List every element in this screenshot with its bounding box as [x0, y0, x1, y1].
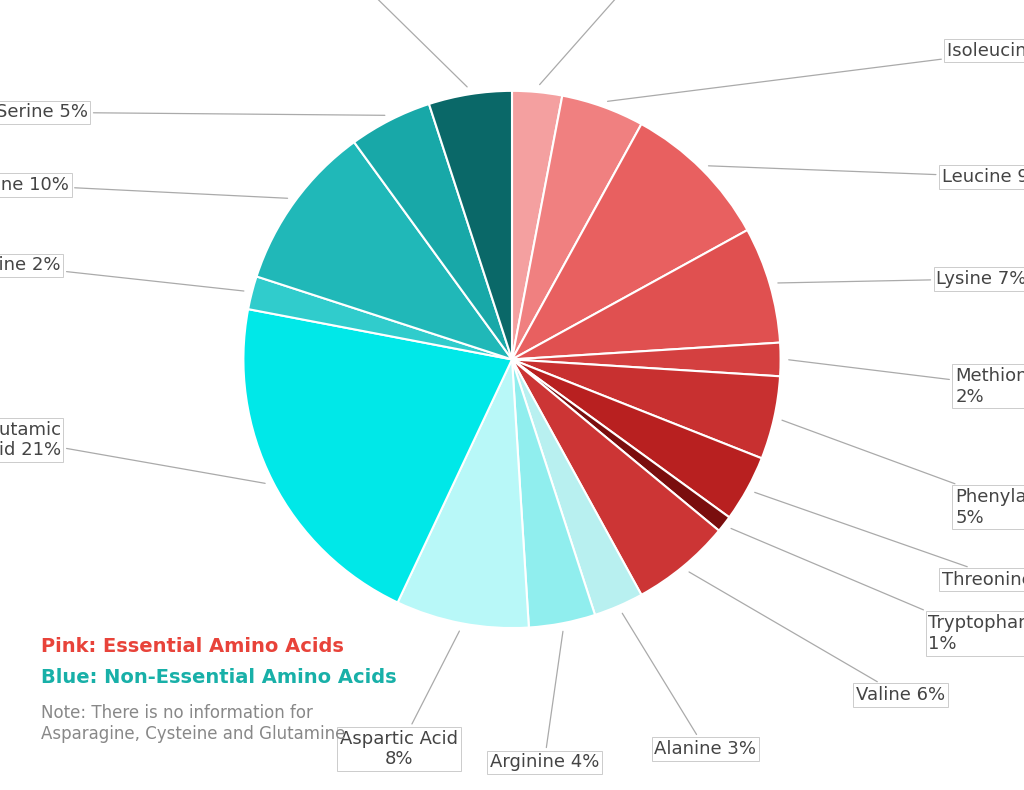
Wedge shape	[429, 91, 512, 359]
Wedge shape	[512, 359, 762, 517]
Wedge shape	[512, 359, 719, 595]
Text: Histidine 3 %: Histidine 3 %	[540, 0, 700, 85]
Wedge shape	[512, 359, 780, 458]
Text: Blue: Non-Essential Amino Acids: Blue: Non-Essential Amino Acids	[41, 668, 396, 687]
Wedge shape	[354, 104, 512, 359]
Text: Proline 10%: Proline 10%	[0, 176, 288, 198]
Wedge shape	[244, 309, 512, 603]
Text: Valine 6%: Valine 6%	[689, 572, 945, 704]
Text: Methionine
2%: Methionine 2%	[788, 359, 1024, 406]
Text: Note: There is no information for
Asparagine, Cysteine and Glutamine: Note: There is no information for Aspara…	[41, 704, 345, 743]
Wedge shape	[257, 142, 512, 359]
Wedge shape	[512, 343, 780, 376]
Wedge shape	[512, 359, 641, 615]
Text: Phenylalanine
5%: Phenylalanine 5%	[782, 420, 1024, 527]
Text: Glutamic
Acid 21%: Glutamic Acid 21%	[0, 420, 265, 483]
Wedge shape	[512, 359, 729, 531]
Wedge shape	[512, 230, 780, 359]
Text: Glycine 2%: Glycine 2%	[0, 257, 244, 291]
Text: Leucine 9%: Leucine 9%	[709, 166, 1024, 186]
Text: Aspartic Acid
8%: Aspartic Acid 8%	[340, 631, 460, 769]
Wedge shape	[512, 359, 595, 627]
Text: Tryptophan
1%: Tryptophan 1%	[731, 529, 1024, 653]
Text: Alanine 3%: Alanine 3%	[623, 613, 757, 758]
Wedge shape	[397, 359, 528, 628]
Wedge shape	[512, 91, 562, 359]
Wedge shape	[248, 276, 512, 359]
Text: Isoleucine 5%: Isoleucine 5%	[607, 42, 1024, 101]
Text: Tyrosine 5%: Tyrosine 5%	[302, 0, 467, 87]
Wedge shape	[512, 96, 641, 359]
Wedge shape	[512, 124, 748, 359]
Text: Arginine 4%: Arginine 4%	[489, 631, 599, 771]
Text: Pink: Essential Amino Acids: Pink: Essential Amino Acids	[41, 637, 344, 656]
Text: Threonine 4%: Threonine 4%	[755, 492, 1024, 589]
Text: Lysine 7%: Lysine 7%	[778, 270, 1024, 288]
Text: Serine 5%: Serine 5%	[0, 103, 385, 122]
